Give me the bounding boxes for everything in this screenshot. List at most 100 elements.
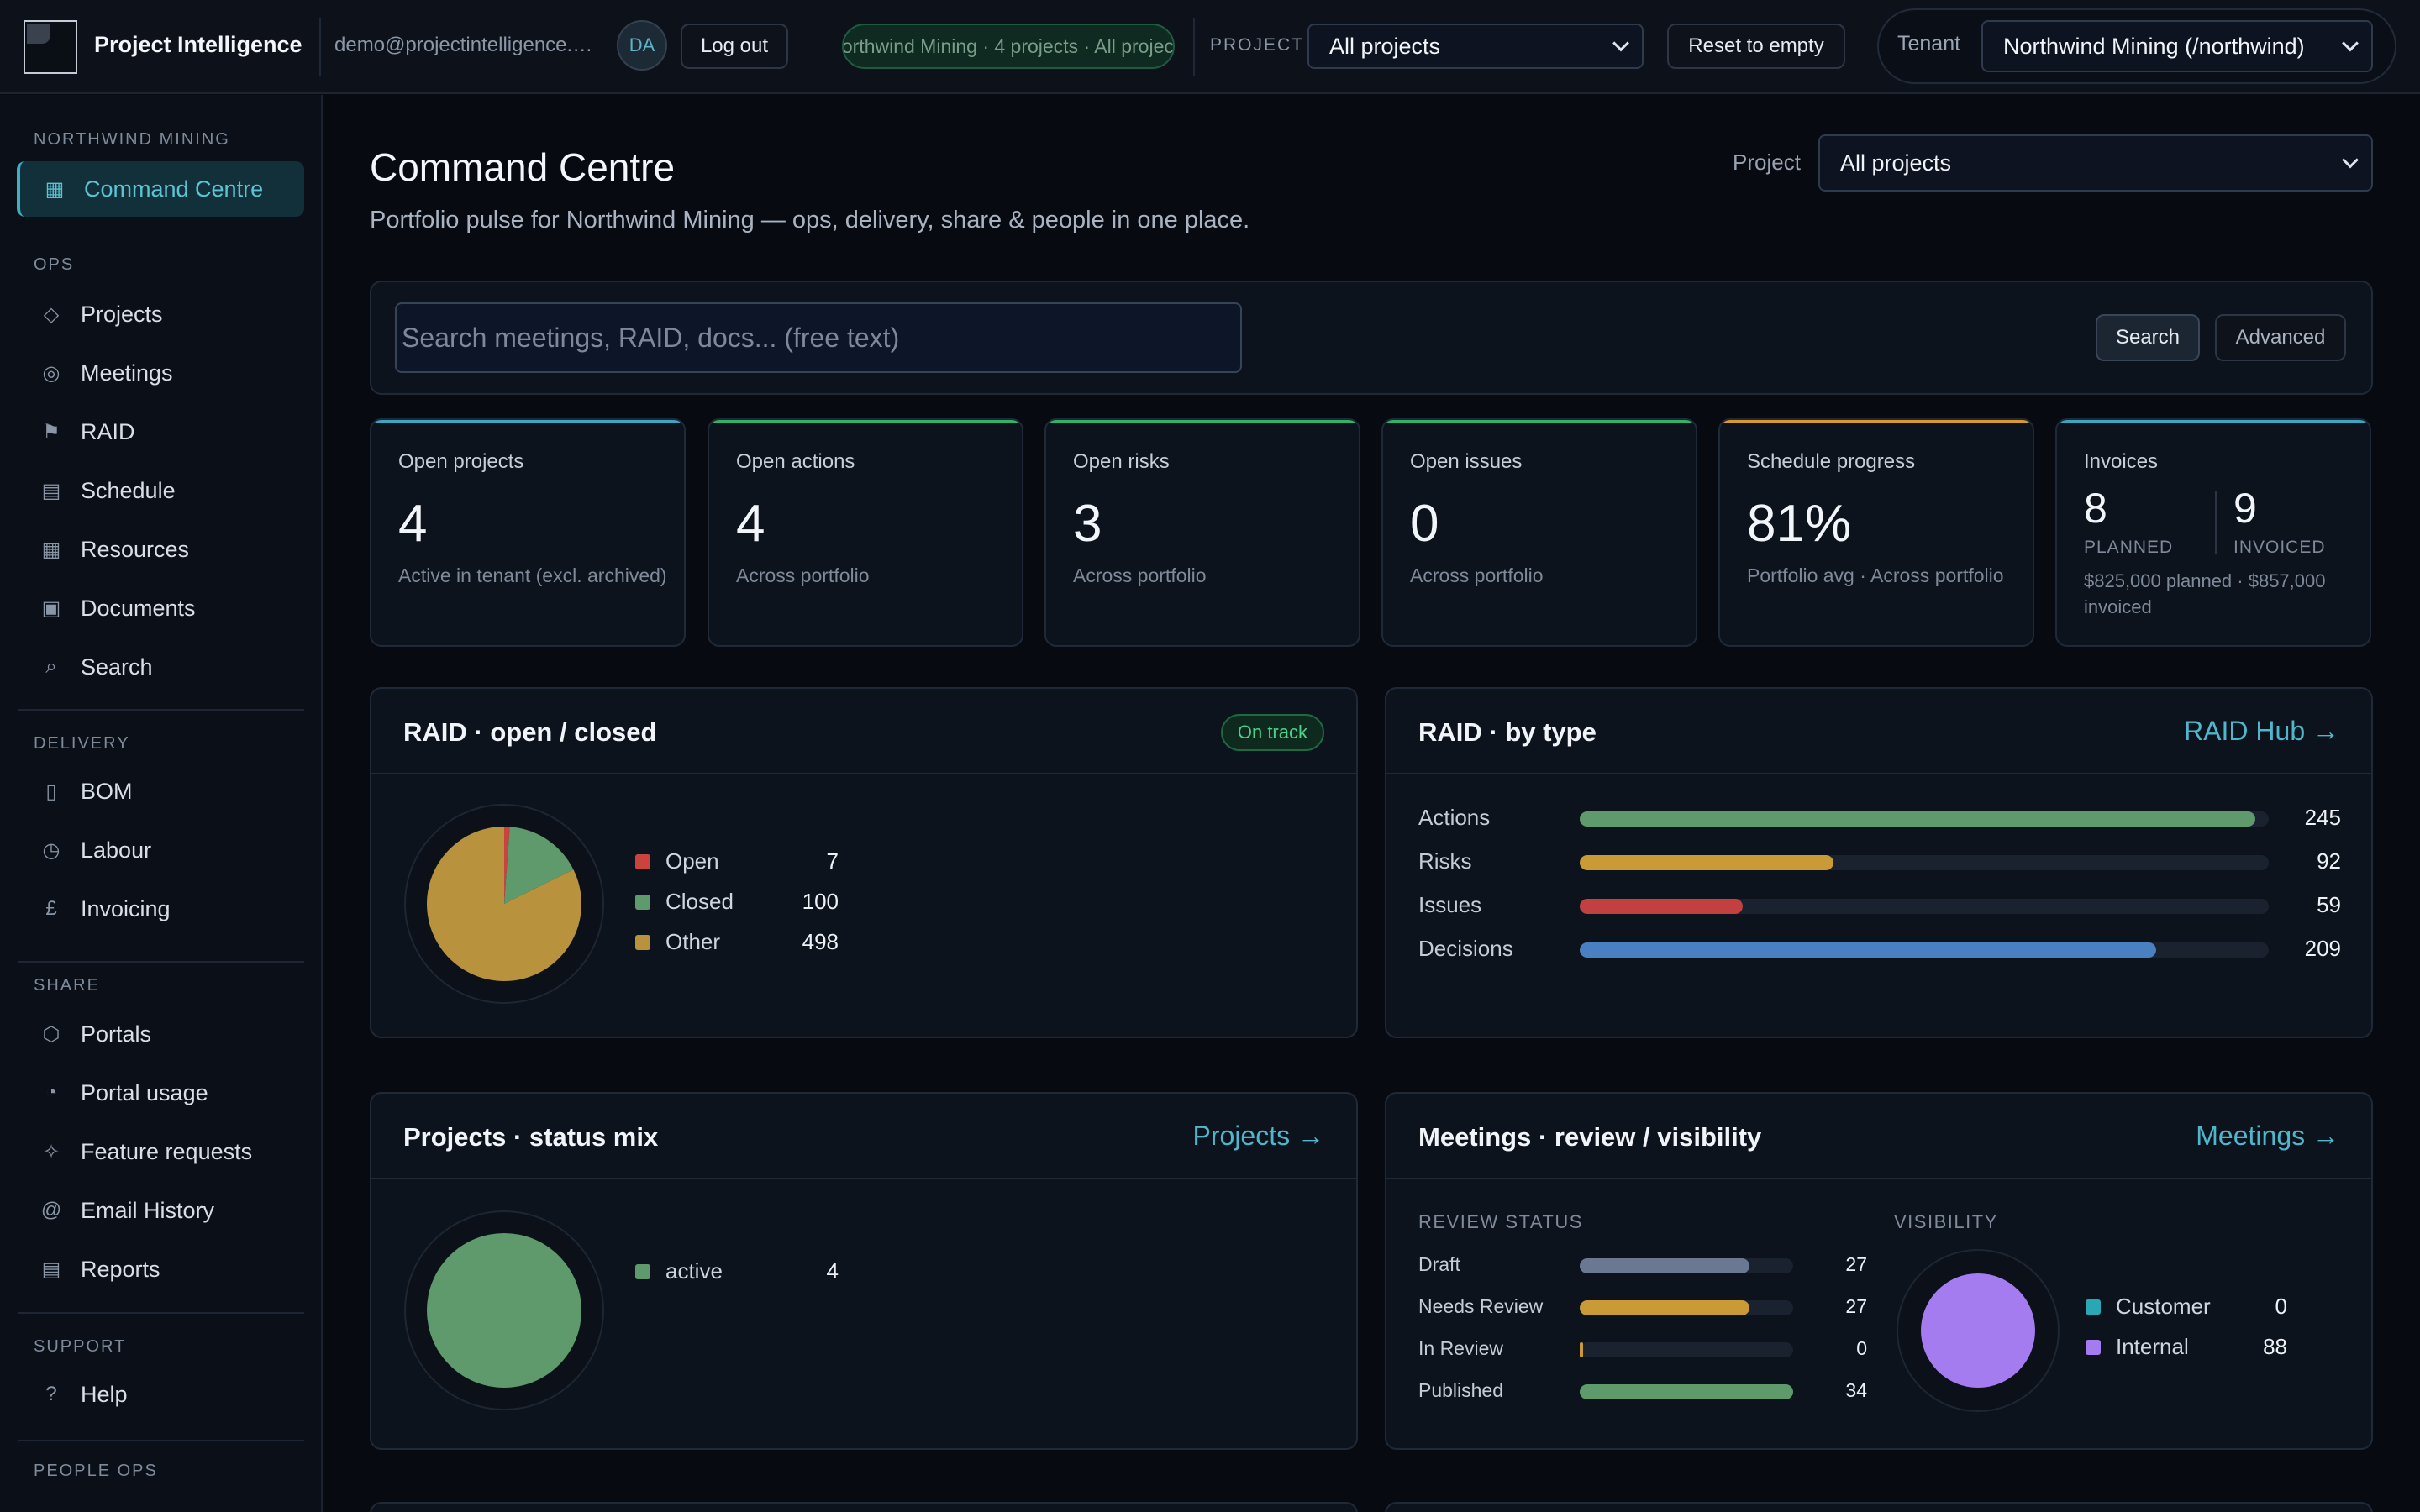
- bar-fill-published[interactable]: [1580, 1384, 1793, 1399]
- sidebar-item-documents[interactable]: ▣ Documents: [17, 580, 304, 636]
- brand-name[interactable]: Project Intelligence: [94, 32, 302, 57]
- kpi-open-projects[interactable]: Open projects 4 Active in tenant (excl. …: [370, 418, 686, 647]
- status-badge: On track: [1220, 714, 1324, 751]
- bar-fill-decisions[interactable]: [1580, 942, 2156, 958]
- sidebar-heading-support: SUPPORT: [34, 1337, 127, 1356]
- pie-slice-open[interactable]: [504, 827, 510, 904]
- legend-item: Closed: [635, 889, 734, 915]
- reset-button[interactable]: Reset to empty: [1667, 24, 1845, 69]
- sidebar-item-labour[interactable]: ◷ Labour: [17, 822, 304, 878]
- sidebar-heading-ops: OPS: [34, 255, 75, 274]
- kpi-schedule-progress[interactable]: Schedule progress 81% Portfolio avg · Ac…: [1718, 418, 2034, 647]
- sidebar-item-bom[interactable]: ▯ BOM: [17, 764, 304, 819]
- advanced-search-button[interactable]: Advanced: [2215, 314, 2346, 361]
- search-button[interactable]: Search: [2096, 314, 2200, 361]
- kpi-open-issues[interactable]: Open issues 0 Across portfolio: [1381, 418, 1697, 647]
- pie-slice-internal[interactable]: [1921, 1273, 2035, 1388]
- sidebar-item-command-centre[interactable]: ▦ Command Centre: [17, 161, 304, 217]
- legend-value: 100: [802, 889, 839, 914]
- panel-title: RAID · by type: [1418, 717, 1597, 747]
- logout-button[interactable]: Log out: [681, 24, 788, 69]
- hexagon-icon: ⬡: [42, 1022, 60, 1046]
- legend-swatch: [635, 853, 650, 869]
- kpi-open-actions[interactable]: Open actions 4 Across portfolio: [708, 418, 1023, 647]
- bar-fill-risks[interactable]: [1580, 855, 1833, 870]
- sidebar-item-portals[interactable]: ⬡ Portals: [17, 1006, 304, 1062]
- pound-icon: £: [45, 897, 57, 920]
- pie-slice-closed[interactable]: [504, 827, 574, 904]
- sidebar-item-label: Feature requests: [81, 1138, 253, 1164]
- sidebar-item-portal-usage[interactable]: ◔ Portal usage: [17, 1065, 304, 1121]
- tenant-select[interactable]: Northwind Mining (/northwind): [1981, 20, 2373, 72]
- sidebar-item-help[interactable]: ? Help: [17, 1367, 304, 1422]
- legend-label: active: [666, 1258, 723, 1284]
- kpi-invoices[interactable]: Invoices 8 PLANNED 9 INVOICED $825,000 p…: [2055, 418, 2371, 647]
- sidebar-item-invoicing[interactable]: £ Invoicing: [17, 881, 304, 937]
- bom-icon: ▯: [45, 780, 57, 803]
- bar-label: Published: [1418, 1379, 1504, 1401]
- bar-track: [1580, 942, 2269, 958]
- top-bar: Project Intelligence demo@projectintelli…: [0, 0, 2420, 94]
- sidebar-item-resources[interactable]: ▦ Resources: [17, 522, 304, 577]
- sidebar-item-reports[interactable]: ▤ Reports: [17, 1242, 304, 1297]
- sidebar-item-search[interactable]: ⌕ Search: [17, 639, 304, 695]
- divider: [2215, 491, 2217, 554]
- pie-slice-active[interactable]: [427, 1233, 581, 1388]
- kpi-subtext: Portfolio avg · Across portfolio: [1747, 564, 2004, 586]
- kpi-title: Open actions: [736, 450, 855, 473]
- bar-fill-in-review[interactable]: [1580, 1342, 1583, 1357]
- sidebar-item-projects[interactable]: ◇ Projects: [17, 286, 304, 342]
- target-icon: ◎: [42, 361, 60, 385]
- sidebar-item-email-history[interactable]: @ Email History: [17, 1183, 304, 1238]
- report-icon: ▤: [41, 1257, 61, 1281]
- legend-label: Customer: [2116, 1294, 2211, 1319]
- kpi-subtext: Across portfolio: [1410, 564, 1544, 586]
- bar-track: [1580, 1258, 1793, 1273]
- kpi-open-risks[interactable]: Open risks 3 Across portfolio: [1044, 418, 1360, 647]
- sidebar-item-schedule[interactable]: ▤ Schedule: [17, 463, 304, 518]
- context-pill[interactable]: Northwind Mining · 4 projects · All proj…: [842, 24, 1175, 69]
- app-logo[interactable]: [24, 20, 77, 74]
- sidebar-item-raid[interactable]: ⚑ RAID: [17, 404, 304, 459]
- sidebar-item-label: Search: [81, 654, 153, 680]
- bar-track: [1580, 1300, 1793, 1315]
- avatar[interactable]: DA: [617, 20, 667, 71]
- sidebar-item-feature-requests[interactable]: ✧ Feature requests: [17, 1124, 304, 1179]
- bar-label: Actions: [1418, 805, 1491, 830]
- kpi-invoiced-value: 9: [2233, 485, 2257, 532]
- raid-hub-link[interactable]: RAID Hub →: [2184, 716, 2339, 746]
- visibility-pie: [1897, 1249, 2060, 1412]
- page-title: Command Centre: [370, 145, 676, 189]
- panel-partial: [1385, 1502, 2373, 1512]
- review-status-heading: REVIEW STATUS: [1418, 1211, 1583, 1232]
- kpi-value: 4: [736, 495, 765, 553]
- pie-slice-other[interactable]: [427, 827, 581, 981]
- bar-value: 209: [2304, 936, 2341, 961]
- chevron-down-icon: [2342, 151, 2359, 169]
- sidebar-item-label: BOM: [81, 778, 133, 804]
- projects-link[interactable]: Projects →: [1192, 1121, 1324, 1151]
- flag-icon: ⚑: [42, 420, 60, 444]
- tenant-label: Tenant: [1897, 32, 1961, 55]
- legend-label: Other: [666, 929, 721, 954]
- sidebar-item-meetings[interactable]: ◎ Meetings: [17, 345, 304, 401]
- bar-track: [1580, 1384, 1793, 1399]
- bar-fill-issues[interactable]: [1580, 899, 1743, 914]
- kpi-invoiced-label: INVOICED: [2233, 538, 2326, 557]
- kpi-accent-bar: [1383, 420, 1696, 423]
- legend-swatch: [635, 1263, 650, 1279]
- legend-value: 498: [802, 929, 839, 954]
- legend-label: Closed: [666, 889, 734, 914]
- project-filter-select[interactable]: All projects: [1818, 134, 2373, 192]
- kpi-accent-bar: [709, 420, 1022, 423]
- sidebar: [0, 95, 323, 1512]
- bar-fill-needs-review[interactable]: [1580, 1300, 1749, 1315]
- meetings-link[interactable]: Meetings →: [2196, 1121, 2339, 1151]
- bar-track: [1580, 811, 2269, 827]
- bar-fill-draft[interactable]: [1580, 1258, 1749, 1273]
- bar-fill-actions[interactable]: [1580, 811, 2255, 827]
- search-input[interactable]: Search meetings, RAID, docs... (free tex…: [395, 302, 1242, 373]
- project-select[interactable]: All projects: [1307, 24, 1644, 69]
- page-subtitle: Portfolio pulse for Northwind Mining — o…: [370, 207, 1250, 234]
- kpi-value: 4: [398, 495, 428, 553]
